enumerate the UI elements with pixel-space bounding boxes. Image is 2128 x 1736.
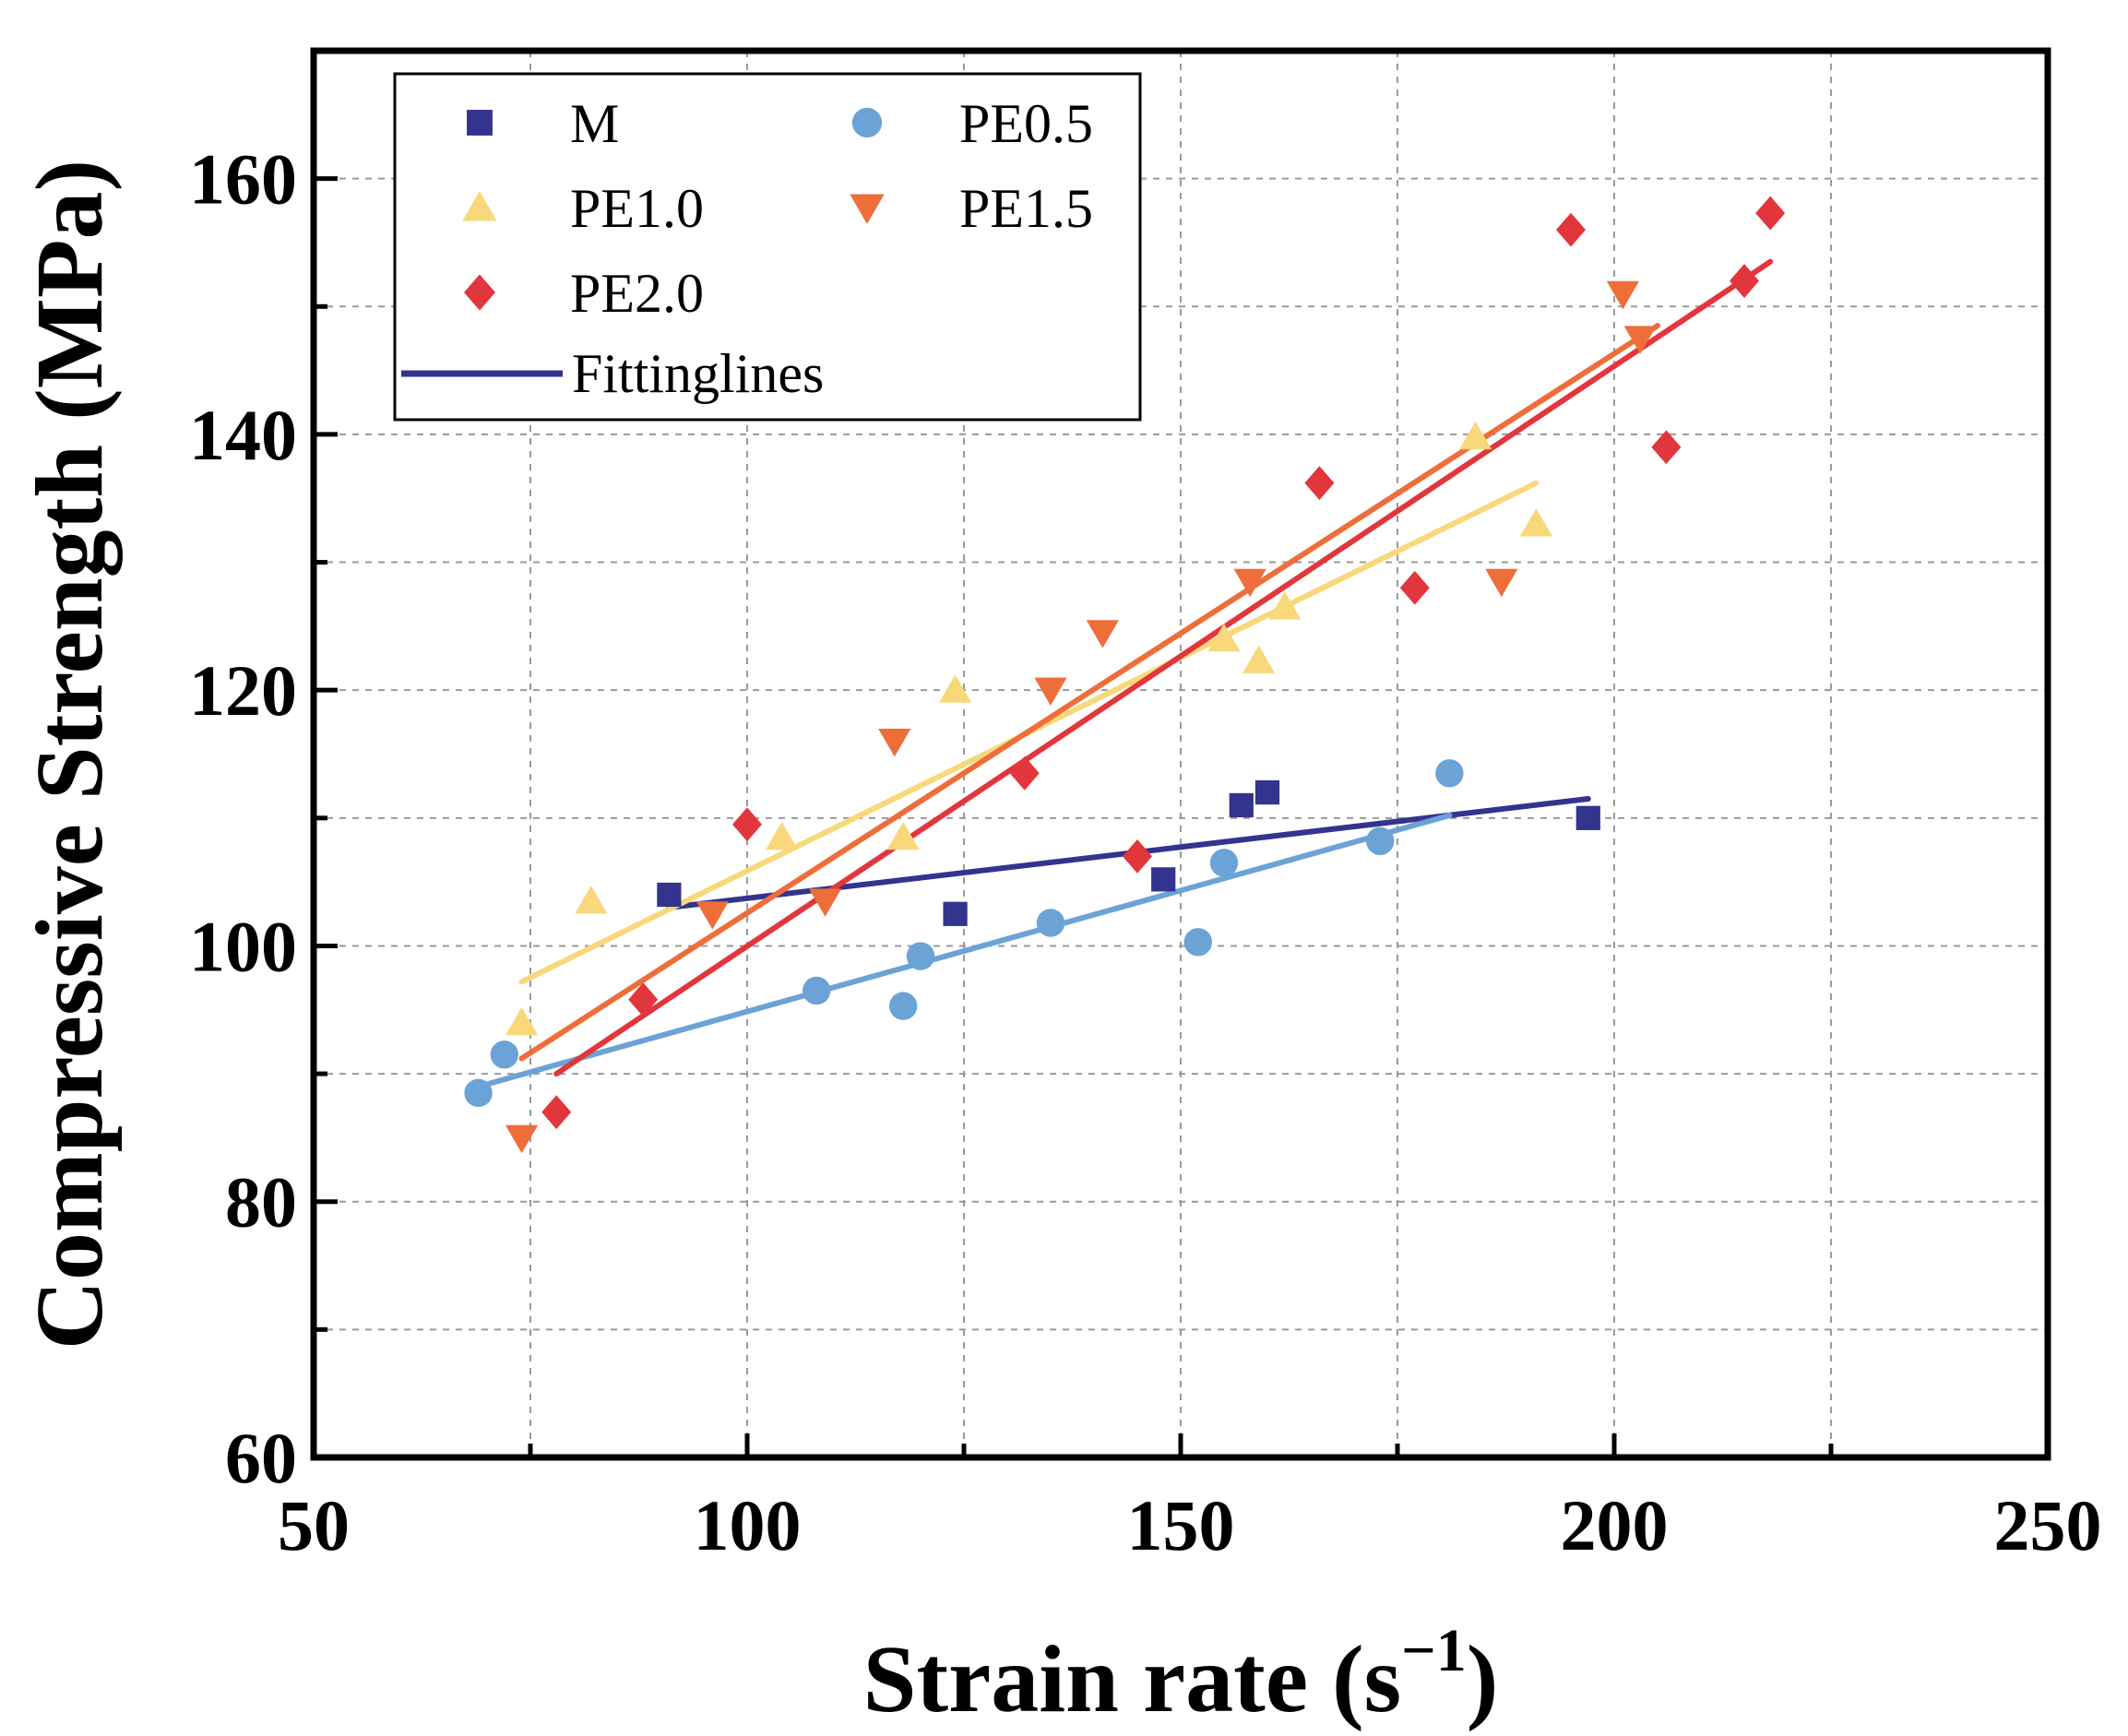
legend-label-pe1.0: PE1.0: [570, 178, 704, 239]
fit-line-pe1.5: [518, 323, 1660, 1062]
y-tick-label: 80: [225, 1162, 297, 1243]
legend-label-fittinglines: Fittinglines: [572, 343, 824, 404]
y-tick-label: 140: [189, 395, 297, 475]
data-point-pe2.0: [1123, 839, 1152, 874]
data-point-m: [1229, 792, 1254, 818]
fit-line-pe2.0: [553, 258, 1774, 1077]
data-point-pe1.0: [766, 821, 799, 850]
data-point-pe2.0: [1304, 466, 1335, 500]
data-point-pe1.0: [939, 674, 972, 703]
x-tick-label: 200: [1561, 1485, 1669, 1565]
data-point-pe1.0: [1459, 421, 1492, 450]
legend-label-pe0.5: PE0.5: [959, 93, 1093, 154]
data-point-pe1.5: [1623, 326, 1657, 354]
data-point-pe2.0: [1651, 430, 1682, 465]
data-point-m: [943, 901, 968, 926]
x-axis-title-main: Strain rate (s: [863, 1626, 1401, 1732]
data-point-m: [1575, 805, 1600, 830]
x-tick-label: 50: [278, 1485, 350, 1565]
data-point-pe2.0: [541, 1095, 572, 1130]
x-axis-title-close: ): [1467, 1626, 1499, 1732]
data-point-pe1.0: [1242, 645, 1276, 673]
data-point-pe2.0: [628, 982, 659, 1017]
data-point-pe1.5: [1086, 620, 1119, 648]
data-point-pe2.0: [1009, 755, 1040, 791]
data-point-pe1.5: [1233, 568, 1266, 598]
data-point-pe2.0: [1556, 212, 1586, 247]
data-point-pe1.0: [575, 886, 608, 914]
data-point-pe1.5: [878, 729, 911, 757]
data-point-pe1.0: [1207, 623, 1241, 652]
data-point-pe1.0: [1268, 591, 1302, 620]
legend-label-m: M: [570, 93, 619, 154]
data-point-pe1.0: [505, 1006, 539, 1036]
legend-marker-pe0.5: [851, 107, 883, 138]
data-point-pe1.0: [1519, 508, 1552, 537]
y-tick-label: 160: [189, 139, 297, 220]
legend-box: [393, 72, 1142, 422]
legend-marker-pe1.0: [462, 191, 497, 221]
data-point-pe2.0: [1755, 196, 1786, 231]
y-tick-label: 60: [225, 1418, 297, 1498]
data-point-pe0.5: [464, 1078, 493, 1108]
y-tick-label: 120: [189, 650, 297, 731]
data-point-pe0.5: [802, 976, 831, 1005]
data-point-pe1.5: [1606, 280, 1639, 310]
data-point-pe0.5: [1209, 849, 1239, 877]
legend-marker-m: [467, 110, 493, 136]
data-point-pe2.0: [1730, 264, 1759, 298]
data-point-pe1.5: [809, 888, 842, 917]
data-point-pe1.5: [505, 1124, 539, 1154]
data-point-m: [657, 882, 682, 908]
data-point-pe2.0: [1399, 570, 1430, 605]
fit-line-pe0.5: [475, 813, 1453, 1089]
data-point-pe0.5: [1435, 759, 1464, 788]
legend-marker-pe2.0: [464, 274, 495, 311]
legend: M PE0.5 PE1.0 PE1.5 PE2.0 Fittinglines: [393, 72, 1142, 422]
data-point-pe0.5: [490, 1040, 518, 1069]
legend-label-pe2.0: PE2.0: [570, 263, 704, 324]
data-point-pe1.0: [886, 821, 920, 850]
data-point-pe1.5: [1485, 568, 1518, 598]
data-point-pe0.5: [1183, 928, 1213, 957]
x-axis-title: Strain rate (s−1): [863, 1617, 1499, 1732]
data-point-m: [1151, 867, 1176, 892]
data-point-pe0.5: [906, 942, 935, 970]
x-tick-label: 100: [694, 1485, 802, 1565]
tick-layer: 50 100 150 200 250 60 80 100 120 140 160: [189, 48, 2102, 1565]
y-axis-title: Compressive Strength (MPa): [17, 160, 123, 1350]
data-point-pe1.5: [695, 901, 729, 930]
data-point-m: [1254, 779, 1280, 805]
x-tick-label: 250: [1994, 1485, 2102, 1565]
legend-label-pe1.5: PE1.5: [959, 178, 1093, 239]
fit-lines-layer: [475, 258, 1774, 1089]
data-point-pe0.5: [1036, 909, 1065, 937]
x-axis-title-superscript: −1: [1401, 1617, 1467, 1684]
data-point-pe1.5: [1034, 677, 1067, 706]
legend-items: M PE0.5 PE1.0 PE1.5 PE2.0: [462, 93, 1093, 324]
x-tick-label: 150: [1127, 1485, 1235, 1565]
y-tick-label: 100: [189, 906, 297, 986]
legend-marker-pe1.5: [850, 194, 885, 224]
data-point-pe0.5: [889, 992, 918, 1020]
data-points-layer: [464, 196, 1786, 1154]
data-point-pe2.0: [732, 807, 762, 842]
data-point-pe0.5: [1366, 826, 1395, 855]
